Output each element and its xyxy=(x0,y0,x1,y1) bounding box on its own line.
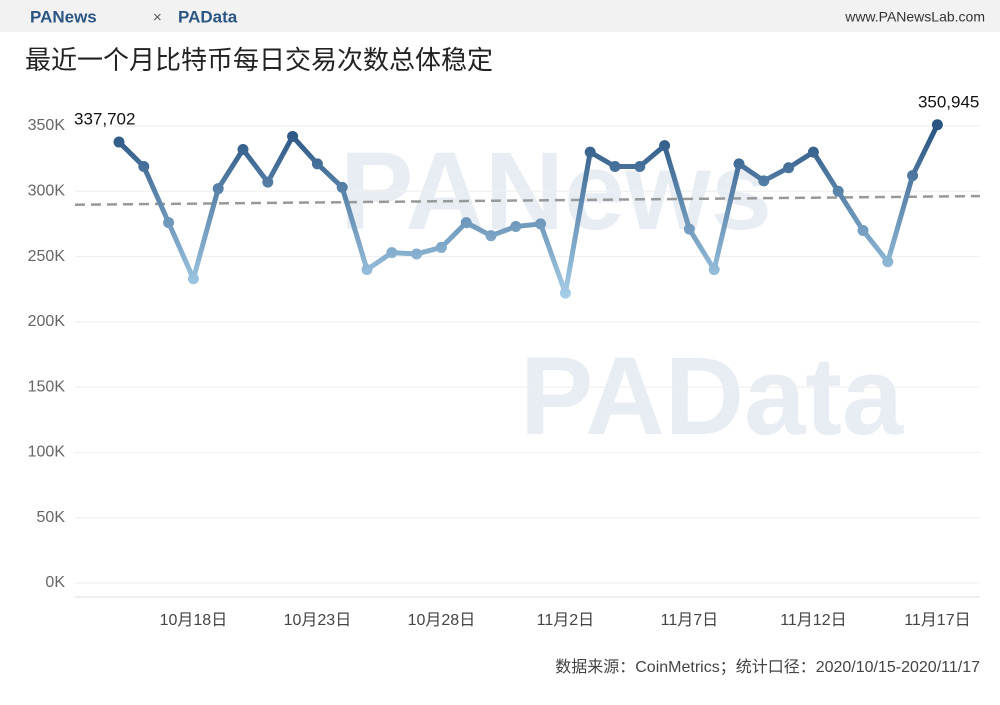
y-tick-label: 0K xyxy=(45,574,65,591)
point xyxy=(510,221,522,233)
point xyxy=(559,287,571,299)
x-tick-label: 10月18日 xyxy=(160,612,228,629)
point xyxy=(435,241,447,253)
point xyxy=(311,158,323,170)
point xyxy=(138,160,150,172)
point xyxy=(237,144,249,156)
point xyxy=(535,218,547,230)
trendline xyxy=(74,194,981,207)
point xyxy=(212,183,224,195)
y-tick-label: 100K xyxy=(28,444,66,461)
point xyxy=(336,181,348,193)
point xyxy=(758,175,770,187)
x-tick-label: 10月23日 xyxy=(284,612,352,629)
point xyxy=(659,140,671,152)
point xyxy=(187,273,199,285)
point xyxy=(584,146,596,158)
x-tick-label: 11月17日 xyxy=(904,612,970,629)
y-tick-label: 200K xyxy=(28,313,66,330)
point xyxy=(832,185,844,197)
point xyxy=(460,217,472,229)
x-tick-label: 11月12日 xyxy=(780,612,846,629)
point xyxy=(485,230,497,242)
watermark: PAData xyxy=(520,335,904,458)
point xyxy=(783,162,795,174)
point xyxy=(262,176,274,188)
point xyxy=(287,130,299,142)
x-tick-label: 11月2日 xyxy=(537,612,595,629)
chart-title: 最近一个月比特币每日交易次数总体稳定 xyxy=(25,45,493,75)
header-bar xyxy=(0,0,1000,32)
brand-right: PAData xyxy=(178,7,238,26)
y-tick-label: 350K xyxy=(28,117,66,134)
point xyxy=(386,247,398,259)
separator: × xyxy=(153,9,162,26)
line xyxy=(117,123,940,296)
point xyxy=(411,248,423,260)
x-tick-label: 11月7日 xyxy=(661,612,719,629)
y-tick-label: 300K xyxy=(28,183,66,200)
point xyxy=(634,160,646,172)
x-tick-label: 10月28日 xyxy=(408,612,476,629)
point xyxy=(163,217,175,229)
point xyxy=(361,264,373,276)
brand-left: PANews xyxy=(30,7,97,26)
point xyxy=(857,224,869,236)
point xyxy=(708,264,720,276)
point xyxy=(683,223,695,235)
y-tick-label: 150K xyxy=(28,378,66,395)
point xyxy=(113,136,125,148)
point xyxy=(931,119,943,131)
point xyxy=(733,158,745,170)
point xyxy=(609,160,621,172)
y-tick-label: 50K xyxy=(37,509,66,526)
source: 数据来源：CoinMetrics；统计口径：2020/10/15-2020/11… xyxy=(555,658,980,676)
y-tick-label: 250K xyxy=(28,248,66,265)
value-label: 337,702 xyxy=(74,110,135,129)
value-label: 350,945 xyxy=(918,92,979,111)
point xyxy=(882,256,894,268)
point xyxy=(807,146,819,158)
website: www.PANewsLab.com xyxy=(844,9,985,25)
point xyxy=(907,170,919,182)
